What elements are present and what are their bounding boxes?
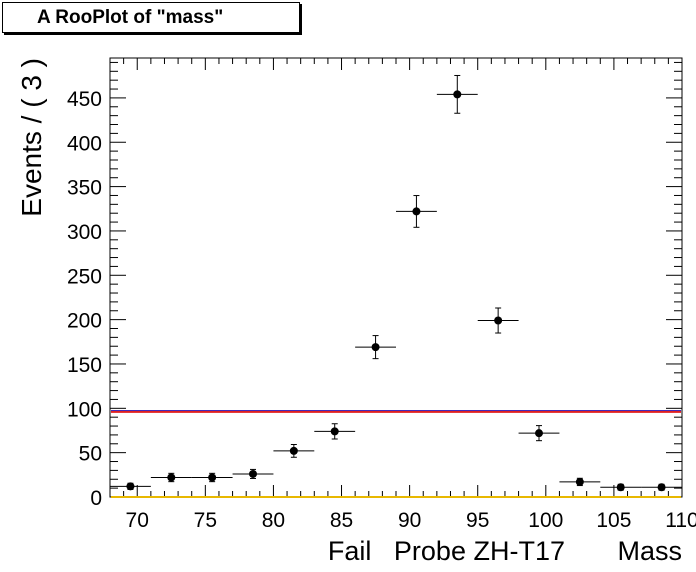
data-marker	[535, 429, 543, 438]
data-marker	[575, 477, 584, 486]
data-point	[436, 74, 478, 114]
x-tick-label: 105	[596, 509, 631, 532]
data-point	[314, 423, 356, 440]
data-point	[355, 335, 396, 360]
x-tick-label: 75	[194, 509, 217, 532]
data-marker	[167, 473, 176, 482]
data-point	[477, 307, 519, 334]
data-marker	[330, 427, 339, 436]
data-marker	[289, 446, 298, 455]
y-tick-label: 250	[67, 265, 102, 288]
y-axis-title: Events / ( 3 )	[16, 58, 47, 217]
data-point	[150, 472, 192, 483]
data-marker	[208, 473, 217, 482]
data-point	[191, 472, 233, 483]
x-tick-label: 80	[262, 509, 285, 532]
data-point	[600, 483, 642, 492]
data-marker	[657, 483, 666, 492]
data-marker	[249, 469, 257, 478]
x-tick-label: 110	[665, 509, 696, 532]
data-point	[273, 443, 315, 458]
y-tick-label: 300	[67, 221, 102, 244]
y-tick-label: 0	[90, 487, 102, 510]
data-point	[559, 477, 601, 487]
y-tick-label: 50	[79, 443, 102, 466]
data-marker	[412, 207, 421, 216]
data-marker	[371, 343, 380, 352]
x-tick-label: 100	[528, 509, 563, 532]
x-axis-title: Fail Probe ZH-T17 Mass	[328, 536, 682, 566]
x-tick-label: 85	[330, 509, 353, 532]
data-point	[641, 483, 682, 492]
data-marker	[453, 90, 462, 99]
data-marker	[616, 483, 625, 492]
data-point	[396, 195, 437, 228]
plot-title: A RooPlot of "mass"	[37, 7, 224, 28]
data-point	[518, 425, 560, 442]
plot-frame	[109, 57, 683, 498]
y-tick-label: 100	[67, 398, 102, 421]
data-point	[232, 468, 274, 479]
plot-title-box: A RooPlot of "mass"	[2, 2, 300, 33]
y-tick-label: 150	[67, 354, 102, 377]
x-tick-label: 95	[466, 509, 489, 532]
y-tick-label: 450	[67, 88, 102, 111]
data-marker	[494, 316, 503, 325]
y-tick-label: 400	[67, 132, 102, 155]
data-marker	[126, 482, 135, 491]
x-tick-label: 90	[398, 509, 421, 532]
x-tick-label: 70	[126, 509, 149, 532]
y-tick-label: 350	[67, 177, 102, 200]
data-point	[110, 482, 151, 491]
y-tick-label: 200	[67, 310, 102, 333]
